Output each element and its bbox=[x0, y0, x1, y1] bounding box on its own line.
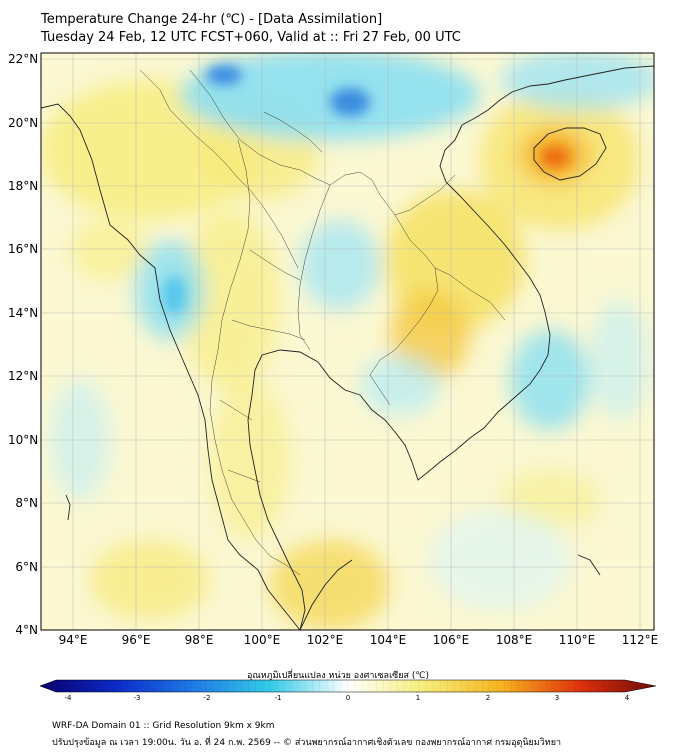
lon-label-106e: 106°E bbox=[432, 633, 470, 647]
lat-label-22n: 22°N bbox=[8, 52, 39, 66]
colorbar-tick-minus4: -4 bbox=[64, 694, 72, 702]
map-subtitle: Tuesday 24 Feb, 12 UTC FCST+060, Valid a… bbox=[41, 30, 461, 45]
lon-label-100e: 100°E bbox=[243, 633, 281, 647]
colorbar-tick-3: 3 bbox=[554, 694, 560, 702]
lon-label-102e: 102°E bbox=[306, 633, 344, 647]
colorbar-steps bbox=[56, 680, 625, 692]
lat-label-16n: 16°N bbox=[8, 242, 39, 256]
colorbar bbox=[39, 679, 657, 693]
lon-label-94e: 94°E bbox=[58, 633, 88, 647]
lat-label-12n: 12°N bbox=[8, 369, 39, 383]
lat-label-14n: 14°N bbox=[8, 306, 39, 320]
borders bbox=[139, 69, 506, 576]
map-title: Temperature Change 24-hr (℃) - [Data Ass… bbox=[41, 12, 383, 27]
lat-label-18n: 18°N bbox=[8, 179, 39, 193]
colorbar-tick-2: 2 bbox=[485, 694, 491, 702]
lat-label-4n: 4°N bbox=[15, 623, 38, 637]
lat-label-6n: 6°N bbox=[15, 560, 38, 574]
footer-credit: ปรับปรุงข้อมูล ณ เวลา 19:00น. วัน อ. ที่… bbox=[52, 738, 562, 748]
lon-label-98e: 98°E bbox=[184, 633, 214, 647]
graticule bbox=[41, 53, 654, 630]
lon-label-112e: 112°E bbox=[621, 633, 659, 647]
colorbar-tick-minus2: -2 bbox=[203, 694, 211, 702]
lon-label-110e: 110°E bbox=[558, 633, 596, 647]
colorbar-tick-1: 1 bbox=[415, 694, 421, 702]
lon-label-96e: 96°E bbox=[121, 633, 151, 647]
coastlines bbox=[41, 65, 654, 630]
footer-model-info: WRF-DA Domain 01 :: Grid Resolution 9km … bbox=[52, 721, 275, 731]
colorbar-tick-4: 4 bbox=[624, 694, 630, 702]
colorbar-tick-minus1: -1 bbox=[274, 694, 282, 702]
lon-label-104e: 104°E bbox=[369, 633, 407, 647]
map-frame bbox=[40, 52, 655, 631]
temperature-field bbox=[41, 53, 654, 630]
lat-label-8n: 8°N bbox=[15, 496, 38, 510]
colorbar-tick-0: 0 bbox=[345, 694, 351, 702]
lon-label-108e: 108°E bbox=[495, 633, 533, 647]
colorbar-label: อุณหภูมิเปลี่ยนแปลง หน่วย องศาเซลเซียส (… bbox=[246, 671, 430, 681]
lat-label-20n: 20°N bbox=[8, 116, 39, 130]
lat-label-10n: 10°N bbox=[8, 433, 39, 447]
colorbar-tick-minus3: -3 bbox=[133, 694, 141, 702]
